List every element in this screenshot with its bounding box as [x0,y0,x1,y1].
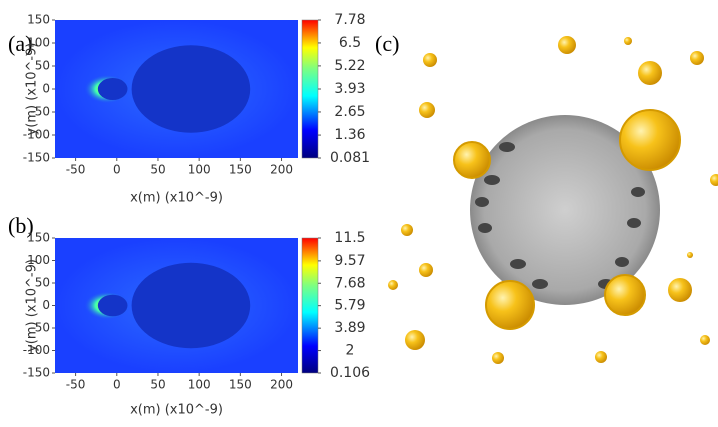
y-axis-label: y(m) (x10^-9) [25,43,40,136]
colorbar-tick-label: 5.22 [334,58,365,74]
panel-label: (c) [375,31,399,56]
colorbar-tick-label: 0.081 [330,150,370,166]
y-tick-label: 150 [27,13,50,27]
y-tick-label: 0 [42,298,50,312]
y-tick-label: 0 [42,82,50,96]
x-tick-label: 150 [229,163,252,177]
x-tick-label: 100 [188,378,211,392]
colorbar-tick-label: 7.78 [334,12,365,28]
x-tick-label: 0 [113,163,121,177]
y-tick-label: -150 [23,151,50,165]
x-tick-label: 150 [229,378,252,392]
x-tick-label: 200 [270,378,293,392]
colorbar-tick-label: 2.65 [334,104,365,120]
colorbar [302,238,318,373]
colorbar-tick-label: 0.106 [330,365,370,381]
particle-shadow [132,263,251,349]
x-axis-label: x(m) (x10^-9) [130,403,223,418]
x-tick-label: 50 [150,378,165,392]
colorbar-tick-label: 2 [346,343,355,359]
colorbar-tick-label: 1.36 [334,127,365,143]
x-tick-label: -50 [66,163,86,177]
figure: (c) (a)-50050100150200-150-100-500501001… [0,0,718,423]
colorbar-tick-label: 6.5 [339,35,361,51]
render-panel: (c) [375,31,718,364]
x-axis-label: x(m) (x10^-9) [130,191,223,206]
colorbar-tick-label: 5.79 [334,298,365,314]
colorbar-tick-label: 7.68 [334,275,365,291]
small-particle [98,295,128,317]
y-tick-label: 150 [27,231,50,245]
x-tick-label: 100 [188,163,211,177]
y-axis-label: y(m) (x10^-9) [25,259,40,352]
colorbar [302,20,318,158]
colorbar-tick-label: 3.93 [334,81,365,97]
small-particle [98,78,128,100]
colorbar-tick-label: 11.5 [334,230,365,246]
colorbar-tick-label: 3.89 [334,320,365,336]
particle-shadow [132,45,251,132]
x-tick-label: 200 [270,163,293,177]
y-tick-label: -150 [23,366,50,380]
x-tick-label: -50 [66,378,86,392]
x-tick-label: 50 [150,163,165,177]
x-tick-label: 0 [113,378,121,392]
colorbar-tick-label: 9.57 [334,253,365,269]
